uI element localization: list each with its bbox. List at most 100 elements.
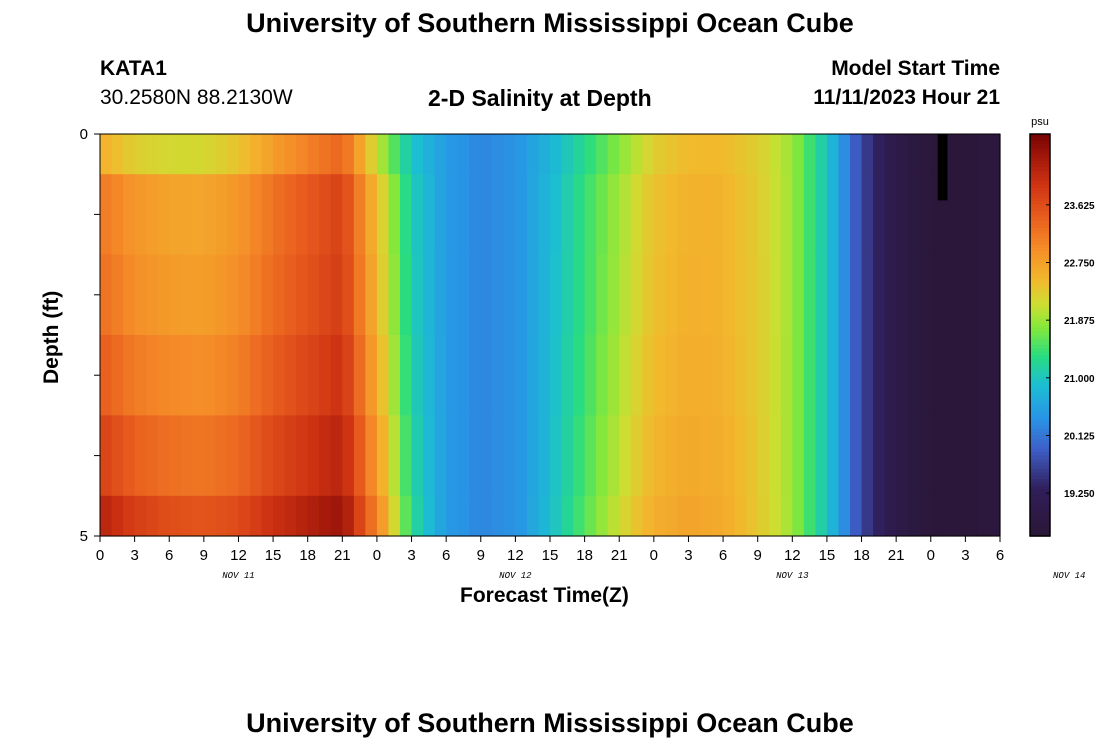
heatmap-cell <box>157 174 170 256</box>
heatmap-cell <box>503 254 516 336</box>
x-tick-label: 0 <box>96 547 104 564</box>
heatmap-cell <box>365 415 378 497</box>
heatmap-cell <box>665 335 678 416</box>
heatmap-cell <box>457 415 470 497</box>
x-tick-label: 21 <box>334 547 351 564</box>
heatmap-cell <box>434 495 447 537</box>
heatmap-cell <box>250 134 263 175</box>
heatmap-cell <box>953 254 966 336</box>
colorbar-segment <box>1030 308 1050 313</box>
heatmap-cell <box>411 495 424 537</box>
colorbar-segment <box>1030 311 1050 316</box>
heatmap-cell <box>503 134 516 175</box>
heatmap-cell <box>388 174 401 256</box>
heatmap-cell <box>757 335 770 416</box>
colorbar-segment <box>1030 412 1050 416</box>
heatmap-cell <box>434 415 447 497</box>
colorbar-label: 21.000 <box>1064 374 1095 385</box>
heatmap-cell <box>700 254 713 336</box>
x-tick-label: 12 <box>784 547 801 564</box>
heatmap-cell <box>492 134 505 175</box>
heatmap-cell <box>319 335 332 416</box>
heatmap-cell <box>261 254 274 336</box>
heatmap-cell <box>180 174 193 256</box>
heatmap-cell <box>146 335 159 416</box>
colorbar-segment <box>1030 375 1050 380</box>
heatmap-cell <box>307 335 320 416</box>
colorbar-segment <box>1030 261 1050 266</box>
heatmap-cell <box>261 134 274 175</box>
colorbar-segment <box>1030 452 1050 457</box>
heatmap-cell <box>734 335 747 416</box>
colorbar-segment <box>1030 160 1050 165</box>
colorbar-segment <box>1030 388 1050 393</box>
heatmap-cell <box>469 254 482 336</box>
heatmap-cell <box>792 495 805 537</box>
heatmap-cell <box>746 254 759 336</box>
heatmap-cell <box>376 134 390 175</box>
heatmap-cell <box>123 134 136 175</box>
colorbar-segment <box>1030 268 1050 272</box>
colorbar-segment <box>1030 227 1050 232</box>
x-tick-label: 9 <box>200 547 208 564</box>
heatmap-cell <box>826 134 840 175</box>
x-tick-label: 0 <box>373 547 381 564</box>
heatmap-cell <box>734 495 747 537</box>
heatmap-cell <box>238 134 251 175</box>
heatmap-cell <box>965 134 978 175</box>
heatmap-cell <box>734 174 747 256</box>
colorbar-segment <box>1030 512 1050 517</box>
heatmap-cell <box>457 174 470 256</box>
x-tick-label: 3 <box>130 547 138 564</box>
heatmap-cell <box>480 415 493 497</box>
heatmap-cell <box>873 415 886 497</box>
heatmap-cell <box>780 495 793 537</box>
heatmap-cell <box>446 134 459 175</box>
heatmap-cell <box>769 495 782 537</box>
heatmap-cell <box>826 174 840 256</box>
heatmap-cell <box>376 335 390 416</box>
heatmap-cell <box>596 415 609 497</box>
colorbar-segment <box>1030 432 1050 437</box>
heatmap-cell <box>711 134 724 175</box>
heatmap-cell <box>803 335 816 416</box>
heatmap-cell <box>353 134 366 175</box>
heatmap-cell <box>873 335 886 416</box>
heatmap-cell <box>953 134 966 175</box>
heatmap-cell <box>469 335 482 416</box>
heatmap-cell <box>411 134 424 175</box>
colorbar-segment <box>1030 405 1050 410</box>
colorbar-segment <box>1030 140 1050 145</box>
heatmap-cell <box>884 495 897 537</box>
heatmap-cell <box>203 495 216 537</box>
heatmap-cell <box>896 254 909 336</box>
x-tick-label: 3 <box>407 547 415 564</box>
heatmap-cell <box>100 335 113 416</box>
heatmap-cell <box>780 174 793 256</box>
colorbar-segment <box>1030 134 1050 138</box>
heatmap-cell <box>861 335 874 416</box>
heatmap-cell <box>180 415 193 497</box>
heatmap-cell <box>619 134 632 175</box>
heatmap-cell <box>284 134 297 175</box>
colorbar-segment <box>1030 314 1050 319</box>
heatmap-cell <box>619 254 632 336</box>
heatmap-cell <box>319 174 332 256</box>
heatmap-cell <box>400 174 413 256</box>
heatmap-cell <box>919 254 932 336</box>
colorbar-segment <box>1030 418 1050 423</box>
heatmap-cell <box>688 495 701 537</box>
heatmap-cell <box>100 415 113 497</box>
heatmap-cell <box>792 134 805 175</box>
heatmap-cell <box>492 254 505 336</box>
heatmap-cell <box>526 415 540 497</box>
heatmap-cell <box>515 134 528 175</box>
y-tick-label: 0 <box>80 126 88 143</box>
heatmap-cell <box>711 495 724 537</box>
heatmap-cell <box>353 174 366 256</box>
heatmap-cell <box>676 174 690 256</box>
heatmap-cell <box>238 495 251 537</box>
heatmap-cell <box>296 254 309 336</box>
heatmap-cell <box>434 254 447 336</box>
heatmap-cell <box>873 254 886 336</box>
